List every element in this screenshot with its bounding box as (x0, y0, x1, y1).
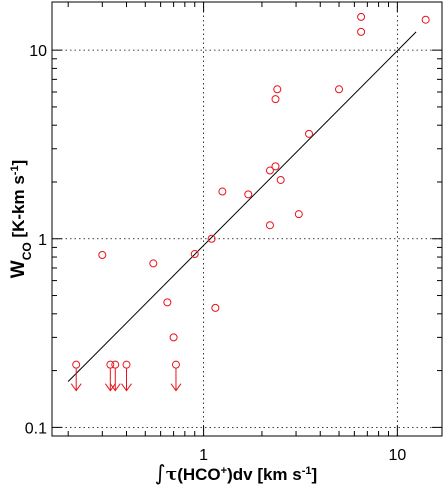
x-label-close: ] (312, 465, 318, 484)
data-points (98, 12, 430, 342)
y-axis-label: WCO [K-km s-1] (8, 160, 34, 278)
x-tick-label: 1 (199, 447, 208, 464)
fit-line-group (67, 31, 417, 382)
y-label-unit: [K-km s (9, 175, 28, 242)
data-point (265, 221, 274, 230)
x-label-unit-sup: -1 (302, 465, 312, 477)
y-tick-label: 0.1 (25, 420, 47, 437)
data-point (211, 303, 220, 312)
x-tick-label: 10 (388, 447, 406, 464)
data-point (98, 251, 107, 260)
upper-limit-arrow (104, 368, 116, 392)
data-point (218, 187, 227, 196)
plot-frame (51, 1, 443, 437)
data-point (273, 85, 282, 94)
data-point (244, 190, 253, 199)
y-label-sub: CO (20, 242, 34, 260)
x-label-molecule: (HCO (177, 465, 220, 484)
upper-limit-point (106, 360, 115, 369)
fit-line (67, 31, 417, 382)
grid (52, 2, 442, 436)
y-label-w: W (8, 260, 29, 278)
data-point (163, 298, 172, 307)
data-point (149, 259, 158, 268)
upper-limit-arrow (109, 368, 121, 392)
x-axis-label: ∫τ(HCO+)dv [km s-1] (155, 461, 317, 485)
upper-limit-arrow (70, 368, 82, 392)
y-label-unit-sup: -1 (9, 165, 21, 175)
y-label-close: ] (9, 160, 28, 166)
upper-limit-point (122, 360, 131, 369)
data-point (265, 166, 274, 175)
data-point (276, 175, 285, 184)
data-point (190, 250, 199, 259)
data-point (169, 333, 178, 342)
plot-area (52, 2, 442, 436)
data-point (357, 27, 366, 36)
x-label-sup: + (221, 465, 227, 477)
data-point (335, 85, 344, 94)
data-point (357, 12, 366, 21)
x-label-rest: )dv [km s (227, 465, 302, 484)
data-point (207, 234, 216, 243)
upper-limit-arrow (170, 368, 182, 392)
upper-limit-markers (70, 360, 182, 392)
axis-ticks: 1 10 0.1 1 10 (25, 2, 442, 464)
x-label-integral: ∫ (155, 461, 166, 485)
data-point (271, 162, 280, 171)
y-tick-label: 1 (38, 232, 47, 249)
upper-limit-arrow (121, 368, 132, 392)
upper-limit-point (111, 360, 120, 369)
data-point (294, 210, 303, 219)
data-point (421, 15, 430, 24)
y-tick-label: 10 (29, 43, 47, 60)
upper-limit-point (171, 360, 180, 369)
upper-limit-point (72, 360, 81, 369)
data-point (271, 95, 280, 104)
x-label-tau: τ (166, 465, 177, 485)
data-point (305, 129, 314, 138)
